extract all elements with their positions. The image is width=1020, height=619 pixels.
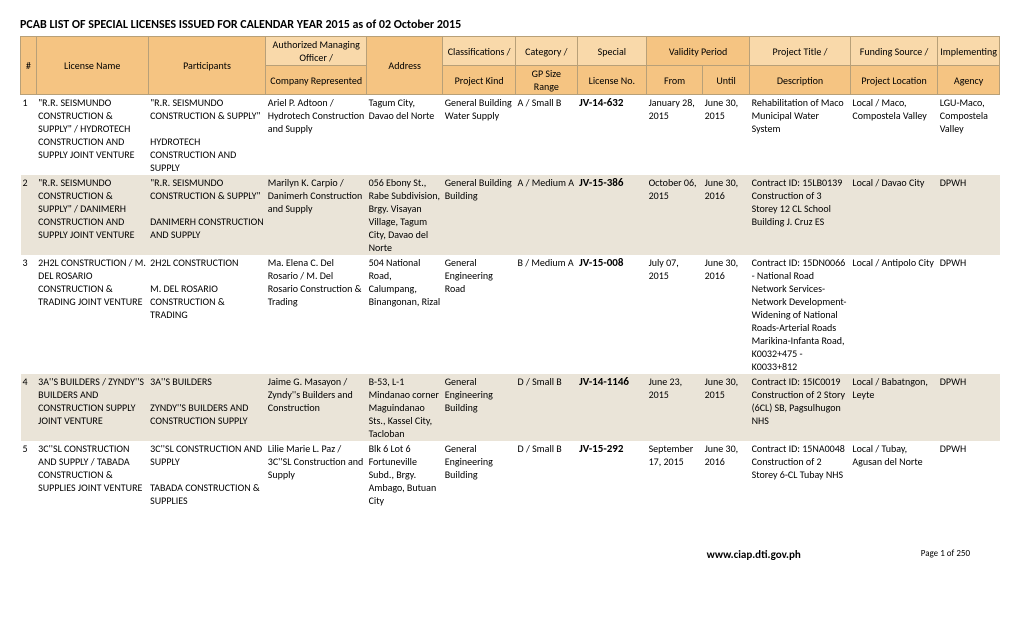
cell-participants: 3A''S BUILDERS ZYNDY''S BUILDERS AND CON… (148, 374, 266, 441)
cell-category: B / Medium A (516, 255, 578, 374)
cell-from: July 07, 2015 (647, 255, 703, 374)
cell-address: Blk 6 Lot 6 Fortuneville Subd., Brgy. Am… (367, 441, 443, 508)
cell-special-license: JV-14-1146 (577, 374, 646, 441)
cell-category: A / Medium A (516, 175, 578, 255)
cell-project: Contract ID: 15IC0019 Construction of 2 … (750, 374, 851, 441)
cell-until: June 30, 2015 (703, 95, 750, 176)
cell-agency: DPWH (938, 175, 1000, 255)
cell-license-name: "R.R. SEISMUNDO CONSTRUCTION & SUPPLY" /… (36, 175, 148, 255)
cell-funding: Local / Tubay, Agusan del Norte (850, 441, 937, 508)
footer-page: Page 1 of 250 (921, 548, 970, 561)
cell-project: Contract ID: 15LB0139 Construction of 3 … (750, 175, 851, 255)
cell-address: 056 Ebony St., Rabe Subdivision, Brgy. V… (367, 175, 443, 255)
cell-officer: Ma. Elena C. Del Rosario / M. Del Rosari… (266, 255, 367, 374)
cell-classification: General Building Water Supply (443, 95, 516, 176)
cell-until: June 30, 2016 (703, 255, 750, 374)
cell-address: B-53, L-1 Mindanao corner Maguindanao St… (367, 374, 443, 441)
cell-category: D / Small B (516, 441, 578, 508)
cell-from: June 23, 2015 (647, 374, 703, 441)
table-row: 2"R.R. SEISMUNDO CONSTRUCTION & SUPPLY" … (21, 175, 1000, 255)
cell-num: 4 (21, 374, 37, 441)
table-row: 53C''SL CONSTRUCTION AND SUPPLY / TABADA… (21, 441, 1000, 508)
cell-officer: Marilyn K. Carpio / Danimerh Constructio… (266, 175, 367, 255)
cell-agency: DPWH (938, 441, 1000, 508)
cell-officer: Jaime G. Masayon / Zyndy''s Builders and… (266, 374, 367, 441)
cell-from: January 28, 2015 (647, 95, 703, 176)
cell-num: 1 (21, 95, 37, 176)
cell-special-license: JV-14-632 (577, 95, 646, 176)
cell-officer: Ariel P. Adtoon / Hydrotech Construction… (266, 95, 367, 176)
cell-participants: 2H2L CONSTRUCTION M. DEL ROSARIO CONSTRU… (148, 255, 266, 374)
cell-participants: "R.R. SEISMUNDO CONSTRUCTION & SUPPLY" D… (148, 175, 266, 255)
cell-funding: Local / Babatngon, Leyte (850, 374, 937, 441)
table-header: #License NameParticipantsAuthorized Mana… (21, 37, 1000, 95)
table-row: 43A''S BUILDERS / ZYNDY''S BUILDERS AND … (21, 374, 1000, 441)
cell-participants: "R.R. SEISMUNDO CONSTRUCTION & SUPPLY" H… (148, 95, 266, 176)
cell-agency: DPWH (938, 374, 1000, 441)
cell-agency: DPWH (938, 255, 1000, 374)
cell-project: Rehabilitation of Maco Municipal Water S… (750, 95, 851, 176)
cell-participants: 3C''SL CONSTRUCTION AND SUPPLY TABADA CO… (148, 441, 266, 508)
cell-funding: Local / Davao City (850, 175, 937, 255)
cell-num: 5 (21, 441, 37, 508)
cell-agency: LGU-Maco, Compostela Valley (938, 95, 1000, 176)
page-title: PCAB LIST OF SPECIAL LICENSES ISSUED FOR… (20, 18, 1000, 32)
cell-special-license: JV-15-008 (577, 255, 646, 374)
cell-funding: Local / Antipolo City (850, 255, 937, 374)
cell-project: Contract ID: 15NA0048 Construction of 2 … (750, 441, 851, 508)
cell-num: 3 (21, 255, 37, 374)
cell-classification: General Engineering Building (443, 374, 516, 441)
cell-license-name: 3C''SL CONSTRUCTION AND SUPPLY / TABADA … (36, 441, 148, 508)
table-body: 1"R.R. SEISMUNDO CONSTRUCTION & SUPPLY" … (21, 95, 1000, 509)
cell-special-license: JV-15-292 (577, 441, 646, 508)
cell-address: Tagum City, Davao del Norte (367, 95, 443, 176)
cell-classification: General Engineering Road (443, 255, 516, 374)
cell-category: D / Small B (516, 374, 578, 441)
cell-until: June 30, 2016 (703, 175, 750, 255)
table-row: 32H2L CONSTRUCTION / M. DEL ROSARIO CONS… (21, 255, 1000, 374)
cell-category: A / Small B (516, 95, 578, 176)
cell-funding: Local / Maco, Compostela Valley (850, 95, 937, 176)
cell-license-name: "R.R. SEISMUNDO CONSTRUCTION & SUPPLY" /… (36, 95, 148, 176)
licenses-table: #License NameParticipantsAuthorized Mana… (20, 36, 1000, 508)
page-footer: www.ciap.dti.gov.ph Page 1 of 250 (20, 548, 1000, 561)
cell-license-name: 3A''S BUILDERS / ZYNDY''S BUILDERS AND C… (36, 374, 148, 441)
cell-license-name: 2H2L CONSTRUCTION / M. DEL ROSARIO CONST… (36, 255, 148, 374)
cell-from: September 17, 2015 (647, 441, 703, 508)
cell-until: June 30, 2016 (703, 441, 750, 508)
cell-address: 504 National Road, Calumpang, Binangonan… (367, 255, 443, 374)
cell-officer: Lilie Marie L. Paz / 3C''SL Construction… (266, 441, 367, 508)
table-row: 1"R.R. SEISMUNDO CONSTRUCTION & SUPPLY" … (21, 95, 1000, 176)
cell-classification: General Engineering Building (443, 441, 516, 508)
footer-url: www.ciap.dti.gov.ph (707, 548, 801, 561)
cell-project: Contract ID: 15DN0066 - National Road Ne… (750, 255, 851, 374)
cell-special-license: JV-15-386 (577, 175, 646, 255)
cell-classification: General Building Building (443, 175, 516, 255)
cell-num: 2 (21, 175, 37, 255)
cell-until: June 30, 2015 (703, 374, 750, 441)
cell-from: October 06, 2015 (647, 175, 703, 255)
